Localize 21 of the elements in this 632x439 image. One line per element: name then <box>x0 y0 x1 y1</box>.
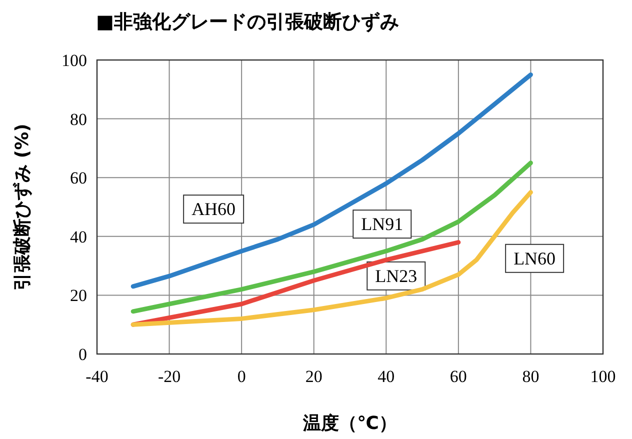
x-tick-label: 80 <box>522 367 540 386</box>
x-tick-label: 40 <box>378 367 395 386</box>
y-tick-label: 40 <box>70 227 87 246</box>
x-tick-label: -40 <box>86 367 108 386</box>
y-tick-label: 0 <box>78 345 87 364</box>
series-label: LN91 <box>361 214 404 234</box>
x-tick-label: 0 <box>237 367 246 386</box>
y-tick-label: 20 <box>70 286 87 306</box>
series-label: LN60 <box>514 248 556 268</box>
series-label: AH60 <box>192 199 236 220</box>
x-tick-label: -20 <box>158 367 181 386</box>
series-label: LN23 <box>375 266 418 286</box>
y-tick-label: 100 <box>62 51 87 70</box>
y-tick-label: 60 <box>70 168 87 188</box>
x-tick-label: 20 <box>305 367 322 386</box>
x-tick-label: 100 <box>590 367 616 386</box>
y-axis-title: 引張破断ひずみ (%) <box>12 124 33 290</box>
x-axis-title: 温度（℃） <box>302 413 397 434</box>
x-tick-label: 60 <box>450 367 467 386</box>
y-tick-label: 80 <box>70 110 87 129</box>
chart-title: ■非強化グレードの引張破断ひずみ <box>96 11 399 33</box>
